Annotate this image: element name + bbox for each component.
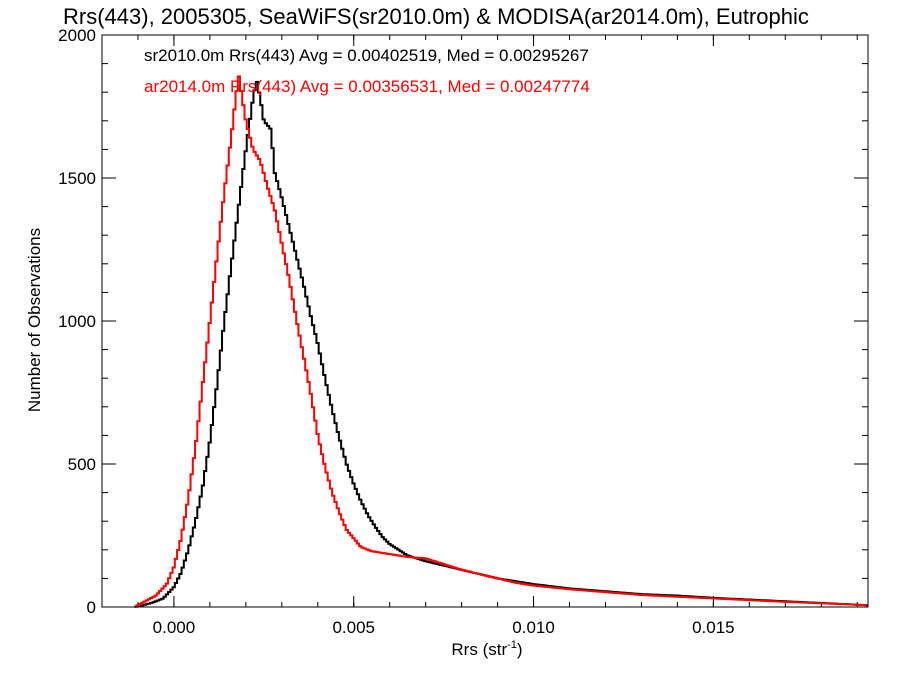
series-annotation-red: ar2014.0m Rrs(443) Avg = 0.00356531, Med… <box>144 77 590 96</box>
series-annotation-black: sr2010.0m Rrs(443) Avg = 0.00402519, Med… <box>144 46 589 65</box>
x-tick-label: 0.015 <box>692 618 735 637</box>
y-axis-label: Number of Observations <box>25 228 44 412</box>
x-axis-label-main: Rrs (str <box>451 640 507 659</box>
x-axis-label: Rrs (str-1) <box>451 639 522 659</box>
series-line-sr2010.0m <box>134 80 869 608</box>
plot-frame <box>101 34 869 608</box>
chart-title: Rrs(443), 2005305, SeaWiFS(sr2010.0m) & … <box>63 4 809 29</box>
y-tick-label: 2000 <box>58 26 96 45</box>
y-tick-label: 1000 <box>58 312 96 331</box>
series-line-ar2014.0m <box>134 75 869 608</box>
x-tick-label: 0.000 <box>153 618 196 637</box>
x-axis-label-end: ) <box>517 640 523 659</box>
series-layer <box>134 75 869 608</box>
axis-ticks: 0.000 0.005 0.010 0.015 0 500 1000 1500 2000 <box>58 26 868 637</box>
y-tick-label: 0 <box>87 598 96 617</box>
x-tick-label: 0.005 <box>332 618 375 637</box>
y-tick-label: 1500 <box>58 169 96 188</box>
x-tick-label: 0.010 <box>512 618 555 637</box>
y-tick-label: 500 <box>68 455 96 474</box>
x-axis-label-superscript: -1 <box>507 639 517 651</box>
